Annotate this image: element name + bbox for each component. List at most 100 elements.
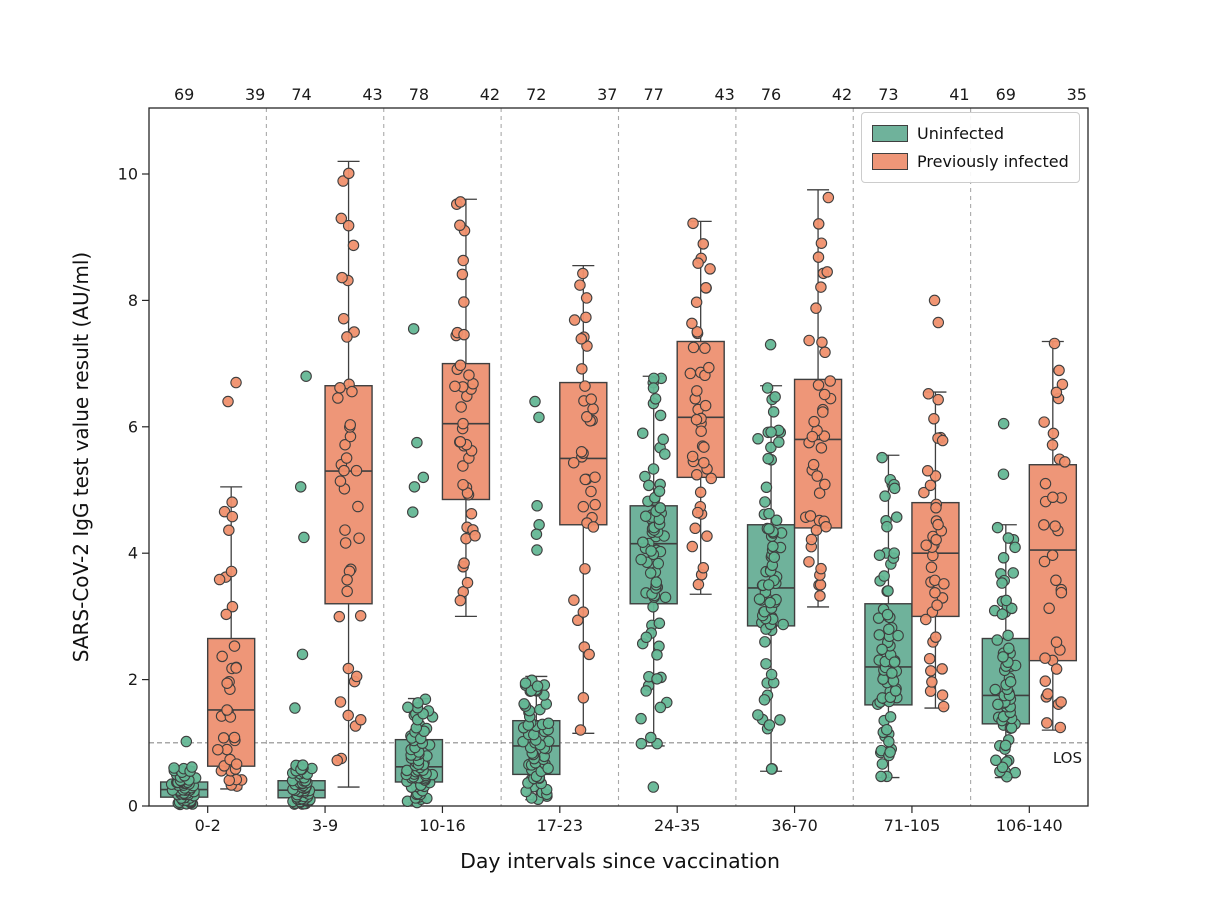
scatter-point bbox=[876, 451, 888, 464]
scatter-point bbox=[635, 737, 648, 750]
scatter-point bbox=[807, 458, 820, 471]
scatter-point bbox=[587, 521, 600, 533]
scatter-point bbox=[690, 296, 703, 308]
scatter-point bbox=[759, 496, 771, 508]
scatter-point bbox=[997, 651, 1009, 663]
scatter-point bbox=[808, 415, 820, 428]
legend-label-previously-infected: Previously infected bbox=[917, 151, 1069, 171]
scatter-point bbox=[401, 764, 413, 777]
scatter-point bbox=[581, 411, 593, 423]
scatter-point bbox=[402, 701, 414, 714]
scatter-point bbox=[577, 606, 590, 618]
count-label-uninfected: 78 bbox=[409, 85, 429, 104]
scatter-point bbox=[875, 770, 887, 783]
scatter-point bbox=[213, 573, 226, 586]
scatter-point bbox=[353, 532, 365, 544]
scatter-point bbox=[225, 565, 238, 578]
scatter-point bbox=[579, 380, 591, 392]
scatter-outlier-point bbox=[764, 338, 777, 351]
scatter-point bbox=[691, 385, 703, 397]
scatter-point bbox=[653, 485, 666, 497]
scatter-point bbox=[763, 507, 775, 520]
scatter-point bbox=[635, 553, 647, 566]
count-label-previously-infected: 42 bbox=[480, 85, 500, 104]
scatter-point bbox=[811, 470, 823, 482]
scatter-point bbox=[636, 427, 649, 439]
scatter-outlier-point bbox=[533, 411, 545, 424]
scatter-point bbox=[456, 268, 469, 281]
scatter-point bbox=[585, 485, 597, 498]
scatter-point bbox=[923, 652, 936, 665]
count-label-uninfected: 69 bbox=[996, 85, 1016, 104]
scatter-point bbox=[889, 685, 902, 697]
scatter-point bbox=[1002, 629, 1014, 642]
scatter-point bbox=[760, 658, 772, 670]
scatter-point bbox=[635, 712, 647, 725]
scatter-point bbox=[1054, 721, 1067, 734]
scatter-outlier-point bbox=[230, 376, 242, 389]
scatter-point bbox=[336, 271, 348, 284]
scatter-point bbox=[454, 435, 467, 448]
scatter-point bbox=[992, 698, 1004, 711]
scatter-point bbox=[1048, 337, 1061, 350]
scatter-point bbox=[821, 266, 833, 278]
scatter-point bbox=[753, 593, 766, 605]
scatter-point bbox=[457, 417, 469, 430]
scatter-point bbox=[654, 701, 667, 714]
scatter-point bbox=[335, 212, 348, 225]
scatter-point bbox=[758, 694, 771, 706]
scatter-point bbox=[572, 614, 584, 627]
scatter-point bbox=[465, 507, 478, 520]
scatter-point bbox=[932, 518, 944, 531]
y-axis-title: SARS-CoV-2 IgG test value result (AU/ml) bbox=[69, 251, 93, 663]
scatter-point bbox=[991, 634, 1003, 646]
scatter-point bbox=[703, 361, 715, 374]
scatter-point bbox=[217, 732, 230, 744]
scatter-point bbox=[930, 631, 942, 643]
scatter-point bbox=[457, 460, 469, 472]
scatter-point bbox=[888, 656, 901, 668]
scatter-point bbox=[883, 735, 895, 748]
scatter-point bbox=[884, 746, 896, 758]
scatter-point bbox=[519, 677, 532, 689]
scatter-point bbox=[813, 487, 826, 499]
scatter-point bbox=[928, 413, 940, 425]
count-label-previously-infected: 41 bbox=[949, 85, 969, 104]
scatter-point bbox=[996, 761, 1009, 774]
scatter-point bbox=[342, 709, 354, 722]
scatter-point bbox=[765, 426, 777, 438]
scatter-point bbox=[458, 557, 470, 569]
scatter-point bbox=[1049, 520, 1061, 532]
count-label-uninfected: 74 bbox=[291, 85, 311, 104]
scatter-point bbox=[921, 465, 934, 477]
scatter-point bbox=[1009, 541, 1021, 554]
scatter-point bbox=[347, 239, 360, 252]
scatter-point bbox=[996, 608, 1009, 620]
count-label-uninfected: 69 bbox=[174, 85, 194, 104]
scatter-point bbox=[822, 191, 835, 204]
scatter-point bbox=[890, 511, 903, 523]
scatter-point bbox=[763, 719, 776, 731]
scatter-point bbox=[810, 524, 823, 536]
scatter-point bbox=[341, 331, 353, 343]
scatter-point bbox=[876, 643, 888, 656]
scatter-point bbox=[1041, 717, 1053, 729]
scatter-point bbox=[1000, 594, 1012, 607]
count-label-uninfected: 76 bbox=[761, 85, 781, 104]
scatter-point bbox=[759, 636, 771, 648]
y-tick-label: 2 bbox=[128, 670, 138, 689]
scatter-point bbox=[996, 577, 1008, 589]
scatter-point bbox=[647, 463, 660, 475]
scatter-point bbox=[216, 650, 228, 663]
scatter-point bbox=[469, 530, 481, 542]
scatter-point bbox=[1050, 574, 1062, 587]
scatter-outlier-point bbox=[407, 506, 419, 518]
scatter-point bbox=[824, 375, 836, 387]
count-label-previously-infected: 43 bbox=[362, 85, 382, 104]
scatter-point bbox=[648, 372, 660, 385]
scatter-point bbox=[686, 450, 699, 463]
scatter-point bbox=[1038, 519, 1050, 531]
scatter-point bbox=[803, 334, 815, 347]
scatter-point bbox=[454, 359, 467, 372]
